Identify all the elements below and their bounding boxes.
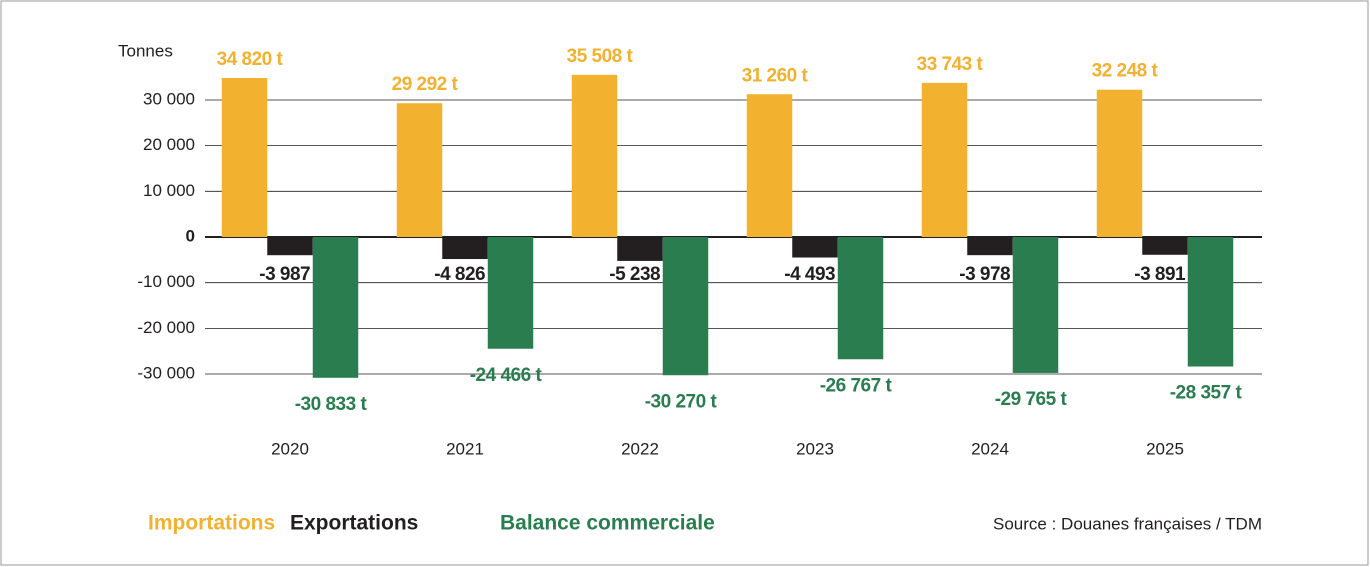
bar [1096,89,1143,237]
y-tick-label: -20 000 [137,318,195,337]
x-tick-label: 2020 [271,439,309,458]
y-tick-label: 10 000 [143,181,195,200]
value-label: -3 987 t [259,264,322,285]
bar [746,94,793,237]
bar [1187,237,1234,367]
bar [921,82,968,237]
value-label: -3 978 t [959,264,1022,285]
x-tick-label: 2022 [621,439,659,458]
value-label: -4 826 t [434,264,497,285]
x-tick-label: 2024 [971,439,1009,458]
bar [487,237,534,349]
bar [1142,237,1188,255]
bar [312,237,359,378]
value-label: 35 508 t [567,46,634,67]
legend-entry: Importations [148,512,275,535]
bar [967,237,1013,256]
bar [396,103,443,237]
bar [571,74,618,237]
value-label: 34 820 t [217,49,284,70]
value-label: -29 765 t [995,389,1068,410]
y-axis-label: Tonnes [118,41,173,60]
bar [662,237,709,376]
source: Source : Douanes françaises / TDM [993,514,1262,533]
value-label: -28 357 t [1170,383,1243,404]
value-label: -30 270 t [645,391,718,412]
value-label: -30 833 t [295,394,368,415]
bar [837,237,884,360]
value-label: 32 248 t [1092,61,1159,82]
value-label: -24 466 t [470,365,543,386]
y-tick-label: 30 000 [143,89,195,108]
bar [1012,237,1059,373]
bar [617,237,663,261]
bar [267,237,313,256]
y-tick-label: -10 000 [137,272,195,291]
x-tick-label: 2025 [1146,439,1184,458]
y-tick-label: 0 [186,226,195,245]
bar [442,237,488,260]
value-label: -5 238 t [609,264,672,285]
value-label: 31 260 t [742,65,809,86]
value-label: 33 743 t [917,54,984,75]
legend-entry: Exportations [290,512,418,535]
x-tick-label: 2023 [796,439,834,458]
value-label: -26 767 t [820,375,893,396]
y-tick-label: 20 000 [143,135,195,154]
bar [792,237,838,258]
y-tick-label: -30 000 [137,363,195,382]
legend-entry: Balance commerciale [500,512,715,535]
bar [221,77,268,238]
value-label: -4 493 t [784,264,847,285]
x-tick-label: 2021 [446,439,484,458]
value-label: 29 292 t [392,74,459,95]
value-label: -3 891 t [1134,264,1197,285]
